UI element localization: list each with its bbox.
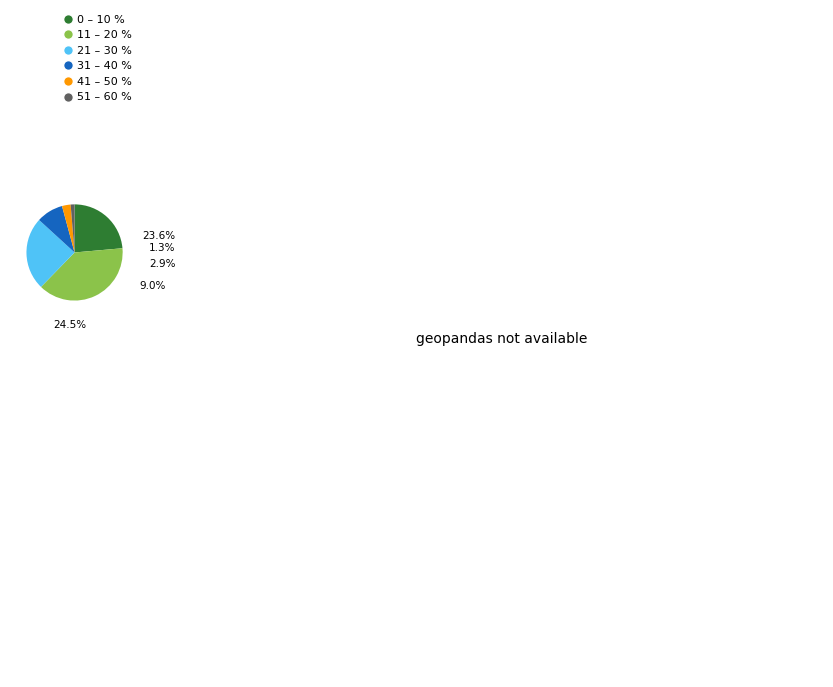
Wedge shape xyxy=(62,205,75,252)
Wedge shape xyxy=(39,206,75,252)
Text: 2.9%: 2.9% xyxy=(149,260,176,269)
Text: geopandas not available: geopandas not available xyxy=(416,333,588,346)
Wedge shape xyxy=(27,220,75,287)
Text: 24.5%: 24.5% xyxy=(53,319,87,330)
Text: 9.0%: 9.0% xyxy=(139,281,166,291)
Text: 23.6%: 23.6% xyxy=(142,231,175,240)
Wedge shape xyxy=(74,205,122,252)
Legend: 0 – 10 %, 11 – 20 %, 21 – 30 %, 31 – 40 %, 41 – 50 %, 51 – 60 %: 0 – 10 %, 11 – 20 %, 21 – 30 %, 31 – 40 … xyxy=(62,12,134,104)
Wedge shape xyxy=(41,248,122,300)
Text: 1.3%: 1.3% xyxy=(149,243,176,253)
Wedge shape xyxy=(71,205,75,252)
